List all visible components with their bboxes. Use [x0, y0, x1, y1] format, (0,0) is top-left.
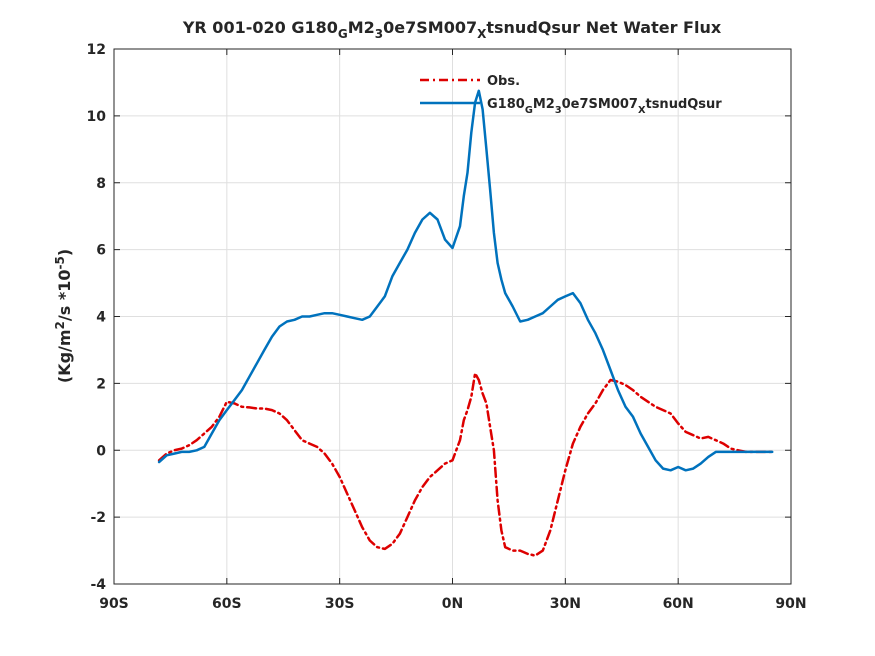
axis-ticks: 90S 60S 30S 0N 30N 60N 90N -4 -2 0 2 4 6 8 10 12: [87, 42, 807, 612]
text-part: tsnudQsur Net Water Flux: [486, 18, 721, 37]
series-line-obs: [157, 372, 774, 557]
text-part: -5: [53, 256, 67, 269]
text-part: M2: [348, 18, 375, 37]
x-tick-label: 30N: [550, 596, 581, 612]
text-part: tsnudQsur: [645, 97, 722, 112]
text-part: G: [338, 27, 348, 41]
text-part: ): [55, 249, 74, 256]
x-tick-label: 90S: [99, 596, 129, 612]
y-tick-label: 0: [96, 443, 106, 459]
chart-title: YR 001-020 G180GM230e7SM007XtsnudQsur Ne…: [182, 18, 722, 41]
text-part: X: [638, 105, 646, 116]
text-part: G180: [487, 97, 525, 112]
legend: Obs. G180GM230e7SM007XtsnudQsur: [420, 74, 722, 116]
y-axis-label: (Kg/m2/s *10-5): [53, 249, 74, 383]
x-tick-label: 0N: [442, 596, 463, 612]
y-tick-label: 6: [96, 243, 106, 259]
x-tick-label: 60N: [663, 596, 694, 612]
y-tick-label: 12: [87, 42, 106, 58]
text-part: 3: [555, 105, 562, 116]
text-part: G: [525, 105, 533, 116]
text-part: M2: [533, 97, 555, 112]
text-part: 3: [375, 27, 383, 41]
y-tick-label: 10: [87, 109, 107, 125]
y-tick-label: -4: [90, 577, 106, 593]
y-tick-label: -2: [90, 510, 106, 526]
text-part: 0e7SM007: [562, 97, 638, 112]
text-part: /s *10: [55, 270, 74, 322]
y-tick-label: 4: [96, 310, 106, 326]
legend-label-obs: Obs.: [487, 74, 520, 89]
legend-label-model: G180GM230e7SM007XtsnudQsur: [487, 97, 722, 116]
x-tick-label: 60S: [212, 596, 242, 612]
y-tick-label: 8: [96, 176, 106, 192]
text-part: YR 001-020 G180: [182, 18, 338, 37]
text-part: Obs.: [487, 74, 520, 89]
text-part: (Kg/m: [55, 329, 74, 383]
x-tick-label: 30S: [325, 596, 355, 612]
text-part: 2: [53, 321, 67, 329]
text-part: X: [477, 27, 487, 41]
y-tick-label: 2: [96, 376, 106, 392]
x-tick-label: 90N: [775, 596, 806, 612]
text-part: 0e7SM007: [383, 18, 477, 37]
